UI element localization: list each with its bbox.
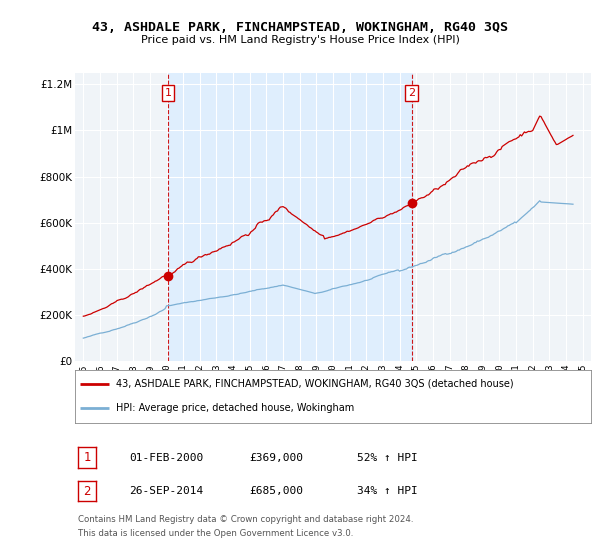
Text: 26-SEP-2014: 26-SEP-2014 [129,486,203,496]
Text: 1: 1 [164,88,172,98]
Text: This data is licensed under the Open Government Licence v3.0.: This data is licensed under the Open Gov… [78,529,353,538]
Text: 43, ASHDALE PARK, FINCHAMPSTEAD, WOKINGHAM, RG40 3QS: 43, ASHDALE PARK, FINCHAMPSTEAD, WOKINGH… [92,21,508,34]
Text: HPI: Average price, detached house, Wokingham: HPI: Average price, detached house, Woki… [116,403,355,413]
Text: £685,000: £685,000 [249,486,303,496]
Text: 52% ↑ HPI: 52% ↑ HPI [357,452,418,463]
Text: Contains HM Land Registry data © Crown copyright and database right 2024.: Contains HM Land Registry data © Crown c… [78,515,413,524]
Text: 2: 2 [408,88,415,98]
Text: 2: 2 [83,484,91,498]
Text: Price paid vs. HM Land Registry's House Price Index (HPI): Price paid vs. HM Land Registry's House … [140,35,460,45]
Text: 1: 1 [83,451,91,464]
Text: £369,000: £369,000 [249,452,303,463]
Text: 01-FEB-2000: 01-FEB-2000 [129,452,203,463]
Text: 34% ↑ HPI: 34% ↑ HPI [357,486,418,496]
Text: 43, ASHDALE PARK, FINCHAMPSTEAD, WOKINGHAM, RG40 3QS (detached house): 43, ASHDALE PARK, FINCHAMPSTEAD, WOKINGH… [116,379,514,389]
Bar [168,73,412,361]
